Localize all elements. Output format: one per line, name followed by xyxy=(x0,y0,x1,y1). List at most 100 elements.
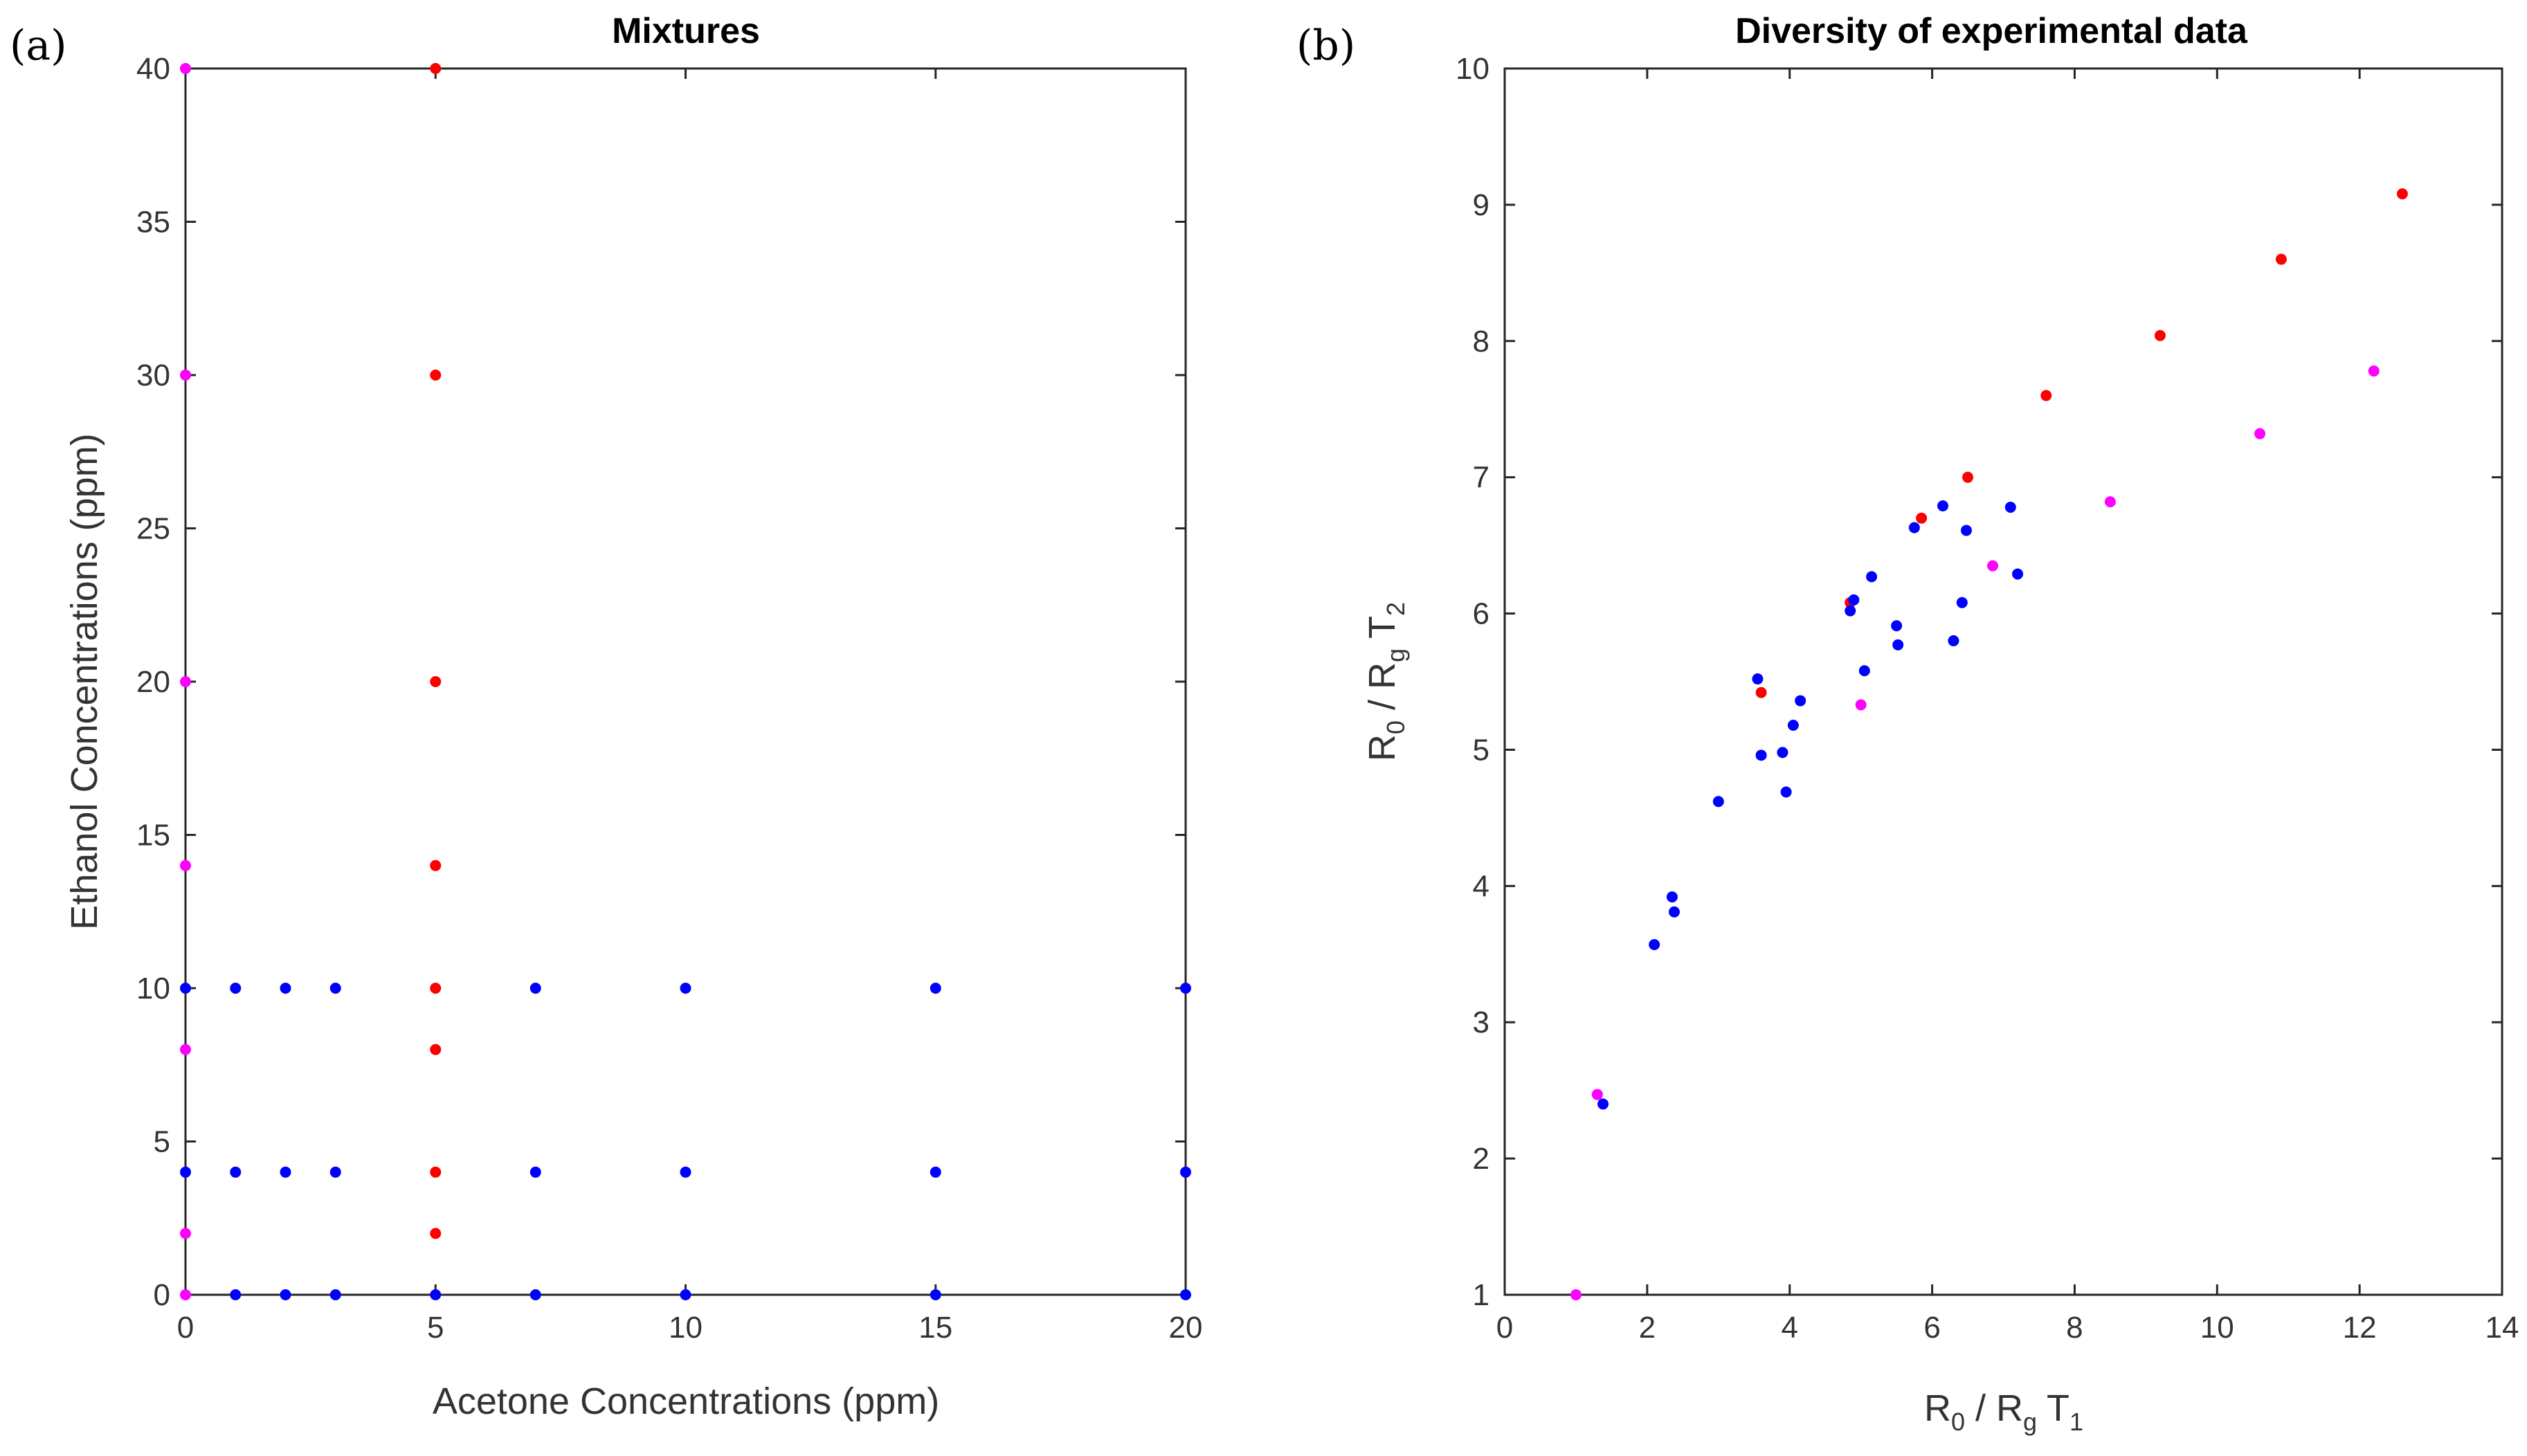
y-tick-label-a: 0 xyxy=(154,1278,170,1312)
data-point-blue xyxy=(930,1289,941,1300)
data-point-blue xyxy=(280,983,291,994)
data-point-blue xyxy=(2012,568,2024,580)
data-point-blue xyxy=(180,983,191,994)
x-tick-label-b: 14 xyxy=(2485,1311,2519,1345)
y-tick-label-a: 5 xyxy=(154,1125,170,1159)
data-point-magenta xyxy=(2368,365,2380,377)
y-tick-label-b: 7 xyxy=(1473,461,1489,495)
x-tick-label-b: 0 xyxy=(1496,1311,1513,1345)
data-point-blue xyxy=(1845,605,1856,617)
data-point-blue xyxy=(1666,891,1678,903)
data-point-blue xyxy=(1780,786,1792,798)
data-point-blue xyxy=(1180,983,1191,994)
data-point-blue xyxy=(329,1289,341,1300)
y-tick-label-a: 10 xyxy=(136,972,170,1005)
data-point-blue xyxy=(1180,1166,1191,1178)
data-point-blue xyxy=(680,983,691,994)
x-tick-label-a: 20 xyxy=(1169,1311,1203,1345)
y-axis-label-a: Ethanol Concentrations (ppm) xyxy=(64,433,105,929)
data-point-magenta xyxy=(1987,560,1999,572)
chart-title-b: Diversity of experimental data xyxy=(1735,11,2248,51)
data-point-magenta xyxy=(180,676,191,687)
y-tick-label-b: 5 xyxy=(1473,733,1489,767)
y-tick-label-b: 9 xyxy=(1473,188,1489,222)
data-point-blue xyxy=(1891,620,1903,632)
x-tick-label-a: 5 xyxy=(427,1311,444,1345)
x-tick-label-b: 4 xyxy=(1781,1311,1797,1345)
data-point-red xyxy=(2040,390,2052,401)
y-tick-label-a: 25 xyxy=(136,512,170,546)
data-point-blue xyxy=(680,1166,691,1178)
data-point-blue xyxy=(1848,594,1860,606)
data-point-blue xyxy=(280,1289,291,1300)
data-point-blue xyxy=(1858,665,1870,677)
axis-ticks-a: 0 5 10 15 20 0 5 10 15 20 25 30 35 40 xyxy=(136,52,1202,1345)
data-point-blue xyxy=(1795,695,1806,707)
data-point-blue xyxy=(1960,525,1972,536)
panel-a-mixtures: (a) Mixtures 0 5 10 15 20 0 5 10 15 20 25 30 35 40 Ac… xyxy=(10,11,1202,1422)
panel-label-b: (b) xyxy=(1296,21,1355,70)
data-point-red xyxy=(1755,686,1767,698)
data-point-blue xyxy=(529,983,541,994)
panel-b-diversity: (b) Diversity of experimental data 0 2 4 6 8… xyxy=(1296,11,2519,1436)
data-point-magenta xyxy=(180,63,191,74)
data-point-blue xyxy=(1668,906,1680,918)
y-tick-label-a: 20 xyxy=(136,665,170,699)
data-point-blue xyxy=(1787,720,1799,731)
data-point-magenta xyxy=(180,370,191,381)
data-point-blue xyxy=(680,1289,691,1300)
x-tick-label-a: 15 xyxy=(918,1311,952,1345)
x-tick-label-b: 6 xyxy=(1923,1311,1940,1345)
data-point-blue xyxy=(1180,1289,1191,1300)
y-tick-label-b: 6 xyxy=(1473,597,1489,631)
y-tick-label-a: 15 xyxy=(136,819,170,853)
y-tick-label-a: 35 xyxy=(136,206,170,239)
data-point-red xyxy=(2275,253,2287,265)
data-point-blue xyxy=(930,983,941,994)
x-axis-label-a: Acetone Concentrations (ppm) xyxy=(433,1381,939,1422)
data-point-blue xyxy=(529,1166,541,1178)
data-point-red xyxy=(430,370,442,381)
data-point-blue xyxy=(430,1289,442,1300)
data-point-blue xyxy=(230,1166,242,1178)
data-point-blue xyxy=(1908,522,1920,534)
data-point-blue xyxy=(1649,938,1660,950)
panel-label-a: (a) xyxy=(10,21,67,70)
data-point-blue xyxy=(1777,747,1788,758)
y-tick-label-b: 1 xyxy=(1473,1278,1489,1312)
data-point-blue xyxy=(529,1289,541,1300)
data-point-magenta xyxy=(2254,428,2266,439)
y-tick-label-a: 40 xyxy=(136,52,170,86)
data-point-blue xyxy=(329,983,341,994)
data-point-blue xyxy=(230,1289,242,1300)
x-tick-label-a: 0 xyxy=(177,1311,194,1345)
data-point-magenta xyxy=(2104,496,2116,508)
data-point-magenta xyxy=(1855,699,1867,711)
plot-frame-b xyxy=(1503,67,2503,1296)
data-point-blue xyxy=(1956,597,1968,608)
data-point-blue xyxy=(1892,639,1904,650)
data-point-magenta xyxy=(180,1044,191,1055)
data-point-red xyxy=(430,859,442,871)
data-point-red xyxy=(430,1228,442,1239)
plot-frame-a xyxy=(184,67,1187,1296)
data-point-red xyxy=(1962,471,1974,483)
y-tick-label-b: 4 xyxy=(1473,869,1489,903)
data-point-red xyxy=(430,63,442,74)
data-point-blue xyxy=(280,1166,291,1178)
data-point-red xyxy=(430,1044,442,1055)
x-tick-label-a: 10 xyxy=(669,1311,703,1345)
x-tick-label-b: 10 xyxy=(2200,1311,2234,1345)
data-point-blue xyxy=(1866,571,1878,583)
x-tick-label-b: 2 xyxy=(1639,1311,1656,1345)
data-point-blue xyxy=(930,1166,941,1178)
x-axis-label-b: R0 / Rg T1 xyxy=(1924,1387,2083,1436)
x-tick-label-b: 12 xyxy=(2343,1311,2377,1345)
data-point-red xyxy=(2396,188,2408,200)
data-point-blue xyxy=(1597,1098,1609,1110)
scatter-points-a xyxy=(180,63,1191,1300)
data-point-blue xyxy=(1948,635,1959,646)
y-tick-label-a: 30 xyxy=(136,358,170,392)
